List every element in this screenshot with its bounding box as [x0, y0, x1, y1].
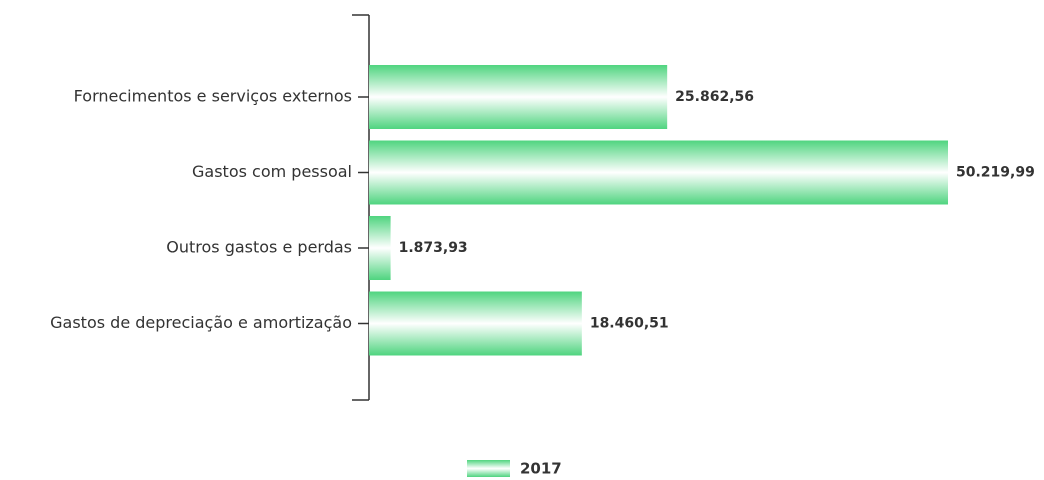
bar — [369, 216, 391, 280]
value-label: 18.460,51 — [590, 316, 669, 332]
value-label: 50.219,99 — [956, 165, 1035, 181]
legend-swatch — [467, 460, 510, 477]
bar — [369, 65, 668, 129]
bar — [369, 291, 582, 356]
value-label: 25.862,56 — [675, 89, 754, 105]
category-label: Fornecimentos e serviços externos — [74, 87, 352, 106]
bar — [369, 140, 948, 205]
legend-label: 2017 — [520, 460, 562, 478]
category-label: Gastos com pessoal — [192, 162, 352, 181]
category-label: Gastos de depreciação e amortização — [50, 313, 352, 332]
category-label: Outros gastos e perdas — [166, 238, 352, 257]
value-label: 1.873,93 — [399, 240, 468, 256]
